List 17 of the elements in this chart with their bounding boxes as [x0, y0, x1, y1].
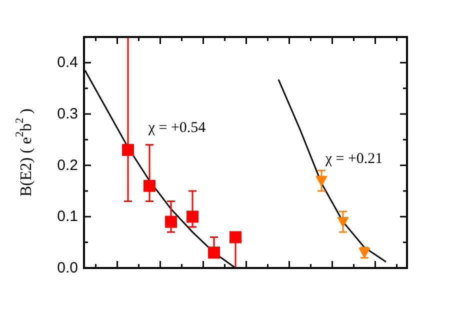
line-series — [84, 70, 236, 268]
y-tick-label: 0.4 — [57, 54, 78, 72]
line-series — [278, 78, 387, 263]
point — [316, 176, 328, 187]
y-tick-label: 0.1 — [57, 208, 78, 226]
annotation: χ = +0.21 — [324, 151, 383, 167]
y-tick-label: 0.2 — [57, 156, 78, 174]
point — [165, 216, 177, 228]
point — [144, 180, 156, 192]
point — [208, 246, 220, 259]
point — [337, 217, 349, 228]
annotation: χ = +0.54 — [147, 120, 206, 136]
point — [122, 144, 134, 156]
y-tick-label: 0.3 — [57, 106, 78, 122]
y-tick-label: 0.0 — [57, 260, 78, 276]
point — [230, 231, 242, 244]
point — [186, 210, 198, 223]
